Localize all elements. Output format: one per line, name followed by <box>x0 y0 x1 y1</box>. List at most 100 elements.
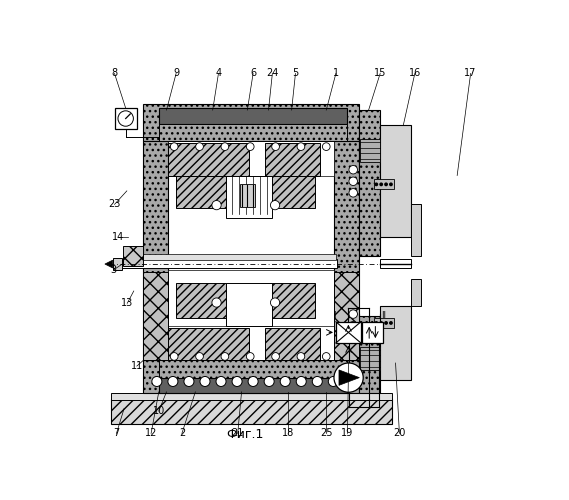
Circle shape <box>374 182 378 186</box>
Text: 8: 8 <box>112 68 118 78</box>
Bar <box>143 141 168 360</box>
Text: 18: 18 <box>282 428 294 438</box>
Bar <box>240 184 255 207</box>
Circle shape <box>280 376 290 386</box>
Bar <box>380 126 411 237</box>
Text: 1: 1 <box>333 68 339 78</box>
Circle shape <box>270 200 280 210</box>
Circle shape <box>264 376 274 386</box>
Text: 10: 10 <box>152 406 165 416</box>
Bar <box>143 254 336 260</box>
Bar <box>114 108 137 130</box>
Circle shape <box>389 321 393 325</box>
Circle shape <box>232 376 242 386</box>
Circle shape <box>374 321 378 325</box>
Bar <box>113 258 122 270</box>
Bar <box>168 141 334 360</box>
Circle shape <box>221 352 229 360</box>
Circle shape <box>349 177 357 186</box>
Circle shape <box>349 333 357 342</box>
Text: 7: 7 <box>113 428 119 438</box>
Circle shape <box>323 143 330 150</box>
Text: 12: 12 <box>145 428 157 438</box>
Text: 17: 17 <box>464 68 477 78</box>
Bar <box>176 284 226 318</box>
Text: 25: 25 <box>320 428 332 438</box>
Circle shape <box>221 143 229 150</box>
Circle shape <box>170 143 178 150</box>
Bar <box>168 141 334 176</box>
Circle shape <box>384 182 388 186</box>
Bar <box>159 124 348 141</box>
Bar <box>360 347 380 370</box>
Bar <box>261 176 315 208</box>
Circle shape <box>184 376 194 386</box>
Text: I: I <box>333 311 335 320</box>
Bar <box>123 246 143 266</box>
Bar <box>168 270 334 360</box>
Bar <box>336 322 361 343</box>
Circle shape <box>384 321 388 325</box>
Text: 14: 14 <box>112 232 123 242</box>
Circle shape <box>246 352 254 360</box>
Circle shape <box>380 321 383 325</box>
Text: 20: 20 <box>393 428 406 438</box>
Circle shape <box>246 143 254 150</box>
Text: 6: 6 <box>250 68 256 78</box>
Bar <box>159 360 348 378</box>
Bar <box>143 360 359 393</box>
Text: 19: 19 <box>341 428 353 438</box>
Text: 24: 24 <box>266 68 279 78</box>
Text: 15: 15 <box>374 68 386 78</box>
Bar <box>226 284 273 326</box>
Bar <box>411 204 420 256</box>
Bar <box>143 104 359 141</box>
Bar <box>374 318 394 328</box>
Bar <box>168 326 334 360</box>
Circle shape <box>296 376 306 386</box>
Circle shape <box>297 143 305 150</box>
Circle shape <box>312 376 322 386</box>
Text: 2: 2 <box>179 428 185 438</box>
Circle shape <box>272 352 279 360</box>
Bar <box>359 110 380 256</box>
Text: 11: 11 <box>131 361 143 371</box>
Text: 5: 5 <box>292 68 299 78</box>
Bar <box>265 328 320 360</box>
Circle shape <box>170 352 178 360</box>
Polygon shape <box>105 260 113 268</box>
Bar <box>176 176 226 208</box>
Polygon shape <box>339 370 360 386</box>
Bar <box>121 260 337 268</box>
Bar <box>168 328 249 360</box>
Circle shape <box>272 143 279 150</box>
Circle shape <box>118 111 133 126</box>
Text: 13: 13 <box>121 298 133 308</box>
Bar <box>226 176 273 218</box>
Text: 23: 23 <box>108 200 121 209</box>
Text: 3: 3 <box>111 265 117 275</box>
Circle shape <box>334 363 363 392</box>
Circle shape <box>328 376 339 386</box>
Bar <box>159 108 348 124</box>
Circle shape <box>380 182 383 186</box>
Circle shape <box>323 352 330 360</box>
Bar <box>110 392 391 400</box>
Bar <box>411 280 420 306</box>
Text: Фиг.1: Фиг.1 <box>226 428 264 441</box>
Circle shape <box>270 298 280 307</box>
Circle shape <box>196 143 203 150</box>
Bar <box>159 378 348 393</box>
Bar <box>334 141 359 360</box>
Circle shape <box>349 310 357 318</box>
Circle shape <box>349 166 357 174</box>
Bar <box>374 180 394 189</box>
Circle shape <box>212 298 221 307</box>
Circle shape <box>248 376 258 386</box>
Circle shape <box>200 376 210 386</box>
Bar <box>359 316 380 393</box>
Text: 16: 16 <box>409 68 421 78</box>
Bar <box>362 322 383 343</box>
Bar <box>110 399 391 424</box>
Circle shape <box>349 188 357 197</box>
